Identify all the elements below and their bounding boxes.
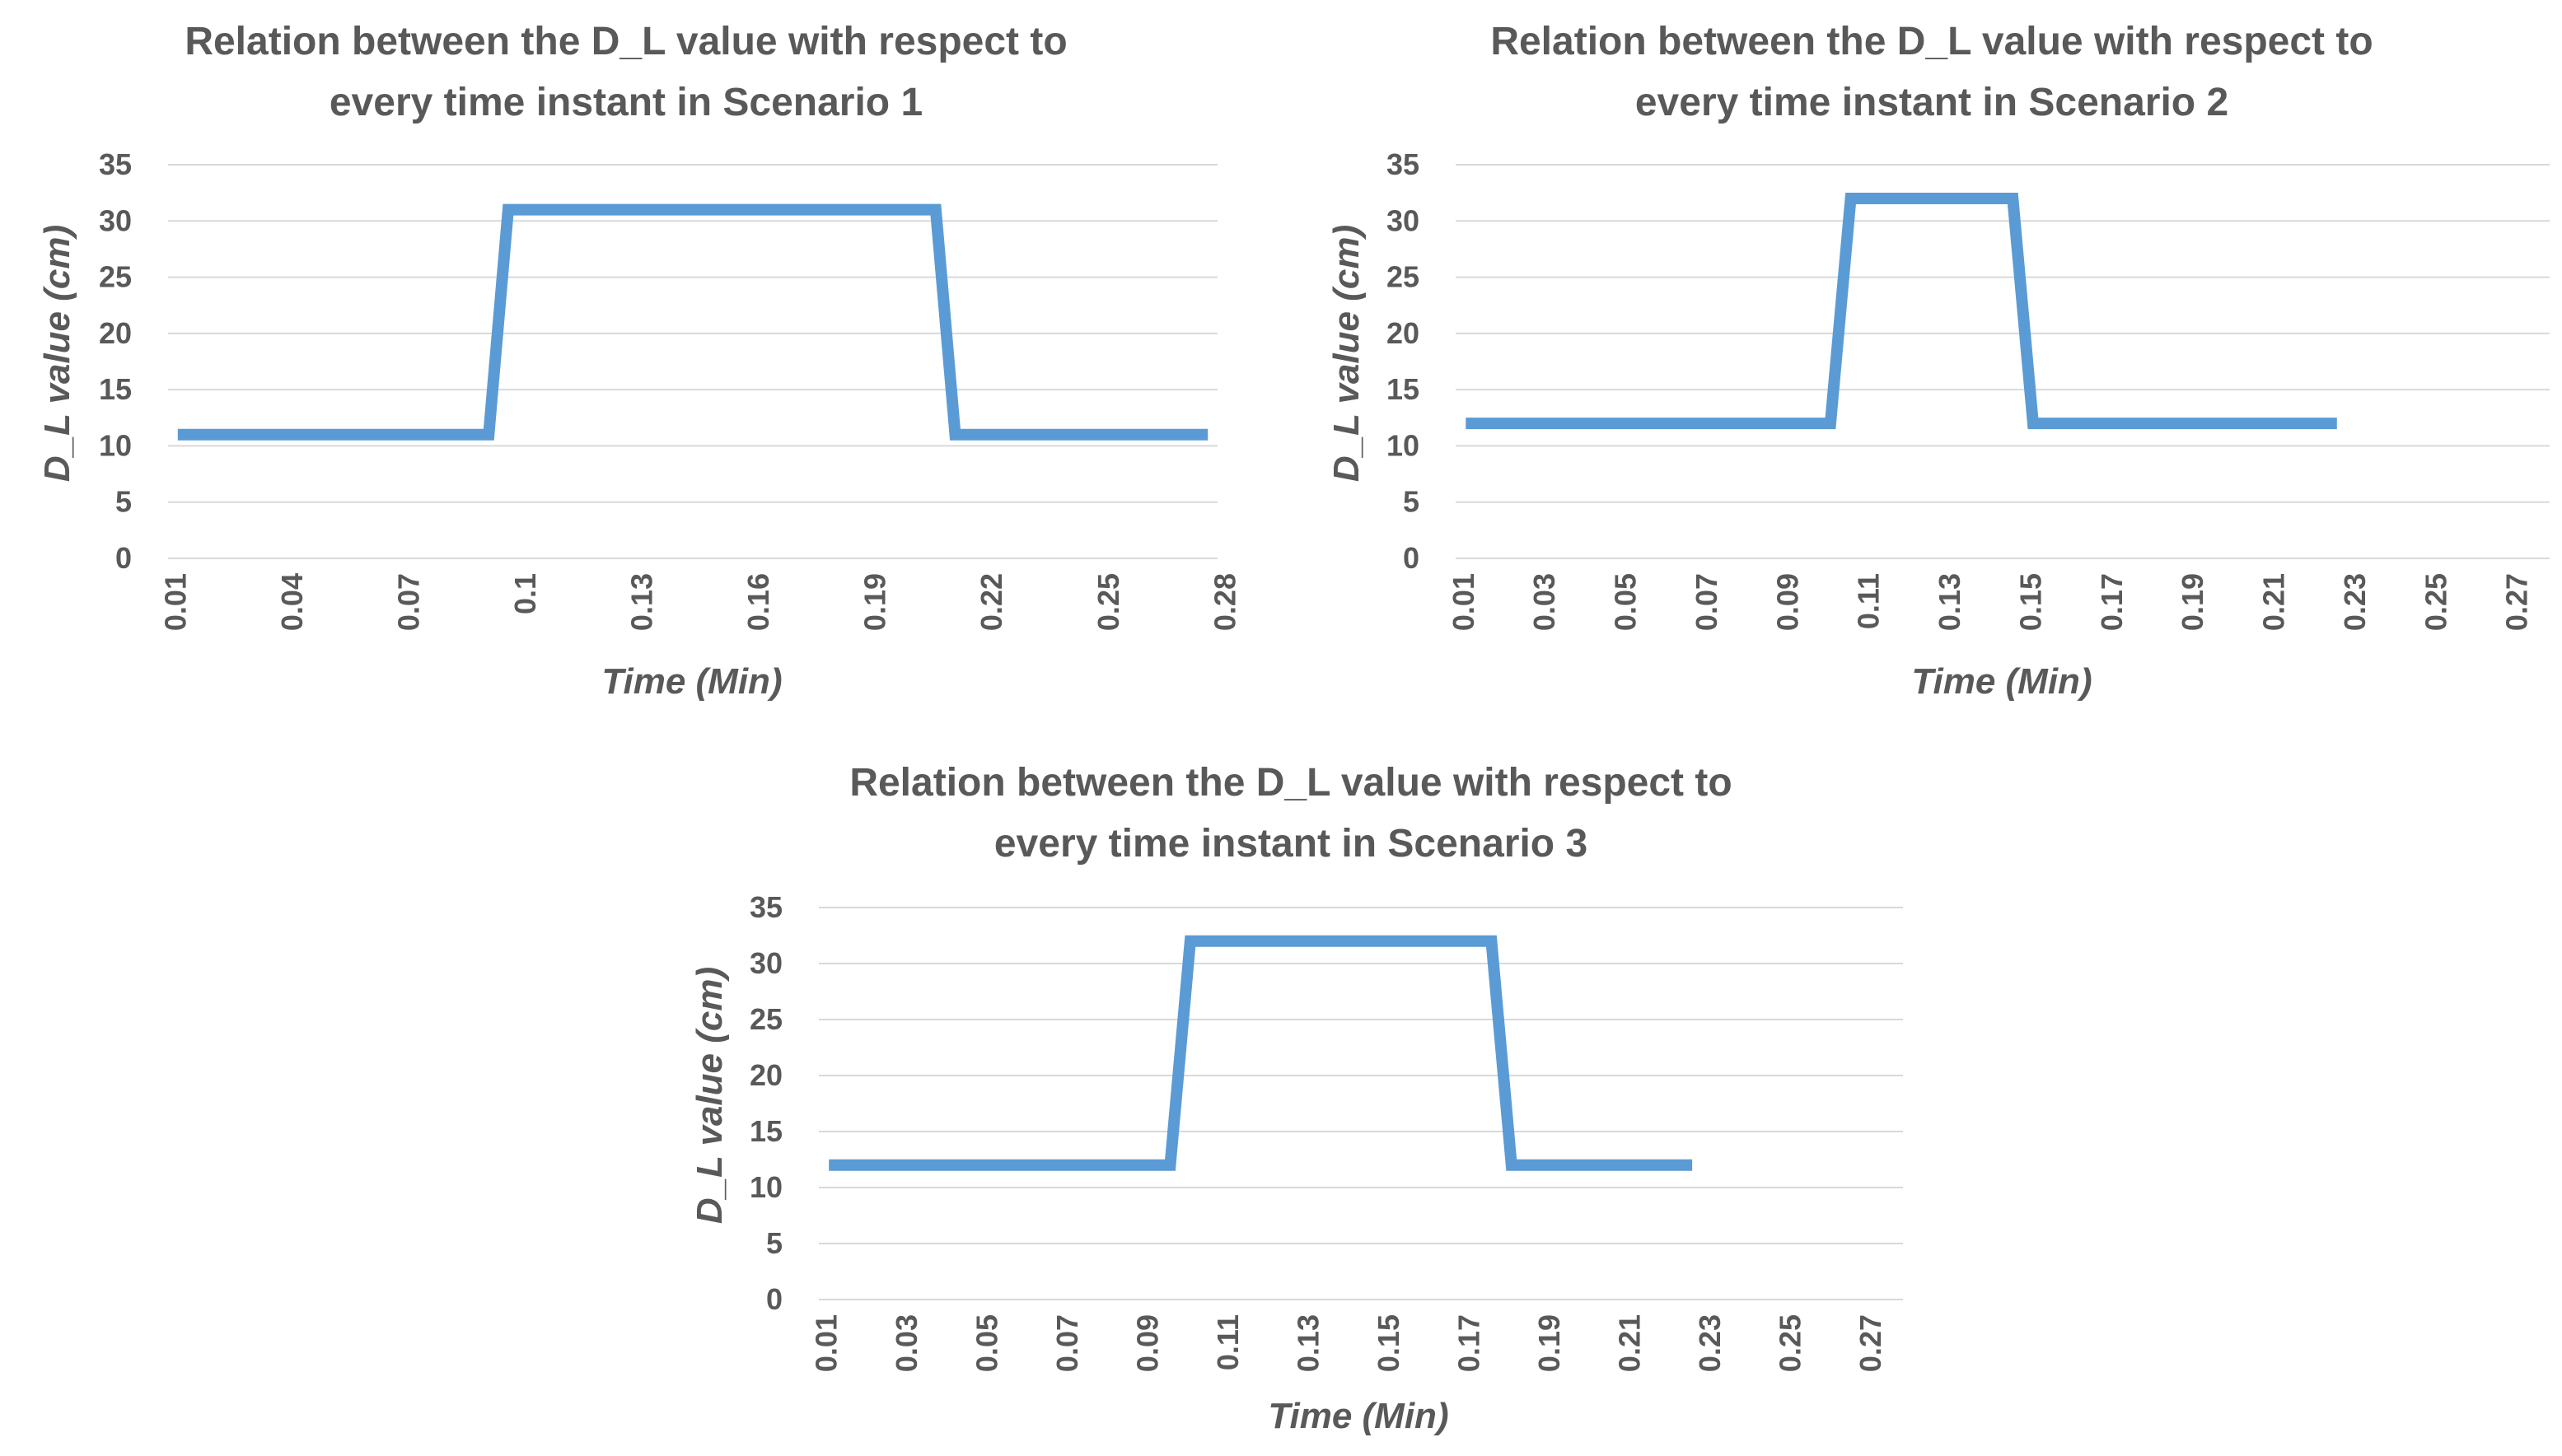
chart-3-ytick-30: 30 xyxy=(750,946,783,980)
chart-1-ytick-30: 30 xyxy=(99,203,132,237)
chart-3-xtick-0.19: 0.19 xyxy=(1532,1314,1566,1372)
chart-2-series-d-l xyxy=(1466,192,2337,430)
chart-1-xtick-0.13: 0.13 xyxy=(625,573,659,631)
chart-3-xtick-0.05: 0.05 xyxy=(970,1314,1004,1372)
chart-3-title-line-1: Relation between the D_L value with resp… xyxy=(849,761,1732,805)
chart-2-ytick-30: 30 xyxy=(1386,203,1419,237)
chart-scenario-1-svg: Relation between the D_L value with resp… xyxy=(37,20,1241,702)
chart-1-ytick-15: 15 xyxy=(99,372,132,406)
chart-2-title-line-1: Relation between the D_L value with resp… xyxy=(1490,20,2373,63)
chart-1-xtick-0.07: 0.07 xyxy=(391,573,425,631)
chart-1-xtick-0.16: 0.16 xyxy=(741,573,775,631)
chart-2-ytick-15: 15 xyxy=(1386,372,1419,406)
chart-2-xtick-0.09: 0.09 xyxy=(1770,573,1804,631)
chart-3-xtick-0.09: 0.09 xyxy=(1131,1314,1165,1372)
chart-3-ytick-35: 35 xyxy=(750,890,783,924)
chart-2-xtick-0.07: 0.07 xyxy=(1690,573,1723,631)
chart-1-xtick-0.22: 0.22 xyxy=(975,573,1008,631)
chart-1-ytick-0: 0 xyxy=(115,541,132,575)
chart-3-xtick-0.13: 0.13 xyxy=(1292,1314,1325,1372)
chart-3-xtick-0.03: 0.03 xyxy=(890,1314,923,1372)
chart-1-xtick-0.1: 0.1 xyxy=(508,573,542,614)
chart-1-ytick-35: 35 xyxy=(99,147,132,181)
chart-3-ytick-10: 10 xyxy=(750,1170,783,1204)
chart-scenario-2-svg: Relation between the D_L value with resp… xyxy=(1326,20,2550,702)
chart-1-ytick-20: 20 xyxy=(99,316,132,350)
chart-1-xtick-0.19: 0.19 xyxy=(858,573,892,631)
chart-3-title-line-2: every time instant in Scenario 3 xyxy=(994,822,1587,866)
chart-2-x-axis-title: Time (Min) xyxy=(1911,661,2092,702)
chart-2-xtick-0.19: 0.19 xyxy=(2176,573,2209,631)
chart-2-ytick-20: 20 xyxy=(1386,316,1419,350)
chart-1-xtick-0.04: 0.04 xyxy=(275,573,309,631)
chart-2-xtick-0.21: 0.21 xyxy=(2257,573,2291,631)
chart-1-x-axis-title: Time (Min) xyxy=(601,661,782,702)
chart-2-xtick-0.01: 0.01 xyxy=(1447,573,1480,631)
chart-2-xtick-0.27: 0.27 xyxy=(2500,573,2534,631)
chart-1-ytick-10: 10 xyxy=(99,428,132,462)
chart-2-xtick-0.05: 0.05 xyxy=(1609,573,1643,631)
chart-2-xtick-0.15: 0.15 xyxy=(2013,573,2047,631)
chart-2-ytick-5: 5 xyxy=(1403,485,1419,519)
chart-3-ytick-25: 25 xyxy=(750,1002,783,1036)
chart-scenario-3-svg: Relation between the D_L value with resp… xyxy=(690,761,1903,1436)
chart-2-ytick-25: 25 xyxy=(1386,260,1419,294)
chart-3-xtick-0.21: 0.21 xyxy=(1613,1314,1647,1372)
chart-2-xtick-0.23: 0.23 xyxy=(2338,573,2372,631)
chart-3-y-axis-title: D_L value (cm) xyxy=(690,967,730,1224)
chart-3-series-d-l xyxy=(829,935,1693,1171)
chart-2-xtick-0.25: 0.25 xyxy=(2419,573,2452,631)
chart-2-ytick-35: 35 xyxy=(1386,147,1419,181)
chart-2-xtick-0.11: 0.11 xyxy=(1852,573,1886,629)
chart-1-xtick-0.28: 0.28 xyxy=(1208,573,1241,631)
chart-3-xtick-0.11: 0.11 xyxy=(1211,1314,1245,1370)
chart-3-xtick-0.17: 0.17 xyxy=(1452,1314,1486,1372)
chart-3-ytick-15: 15 xyxy=(750,1114,783,1148)
chart-1-ytick-5: 5 xyxy=(115,485,132,519)
chart-scenario-2: Relation between the D_L value with resp… xyxy=(1281,0,2562,728)
chart-3-xtick-0.27: 0.27 xyxy=(1854,1314,1887,1372)
chart-3-ytick-5: 5 xyxy=(766,1226,783,1260)
chart-scenario-1: Relation between the D_L value with resp… xyxy=(0,0,1281,728)
chart-3-xtick-0.01: 0.01 xyxy=(810,1314,844,1372)
chart-2-ytick-0: 0 xyxy=(1403,541,1419,575)
chart-3-x-axis-title: Time (Min) xyxy=(1268,1396,1448,1436)
chart-3-ytick-0: 0 xyxy=(766,1282,783,1316)
chart-1-ytick-25: 25 xyxy=(99,260,132,294)
chart-1-title-line-2: every time instant in Scenario 1 xyxy=(330,81,923,124)
chart-1-xtick-0.01: 0.01 xyxy=(158,573,192,631)
chart-1-title-line-1: Relation between the D_L value with resp… xyxy=(185,20,1067,63)
chart-2-xtick-0.17: 0.17 xyxy=(2095,573,2129,631)
chart-3-xtick-0.25: 0.25 xyxy=(1773,1314,1807,1372)
chart-3-ytick-20: 20 xyxy=(750,1058,783,1092)
chart-3-xtick-0.07: 0.07 xyxy=(1050,1314,1084,1372)
chart-3-xtick-0.15: 0.15 xyxy=(1372,1314,1405,1372)
chart-scenario-3: Relation between the D_L value with resp… xyxy=(644,741,1925,1456)
chart-3-xtick-0.23: 0.23 xyxy=(1693,1314,1727,1372)
chart-1-xtick-0.25: 0.25 xyxy=(1092,573,1125,631)
chart-1-y-axis-title: D_L value (cm) xyxy=(37,225,77,482)
chart-1-series-d-l xyxy=(177,203,1209,441)
chart-2-y-axis-title: D_L value (cm) xyxy=(1326,225,1367,482)
chart-2-title-line-2: every time instant in Scenario 2 xyxy=(1635,81,2228,124)
chart-2-ytick-10: 10 xyxy=(1386,428,1419,462)
chart-2-xtick-0.03: 0.03 xyxy=(1527,573,1561,631)
chart-2-xtick-0.13: 0.13 xyxy=(1933,573,1966,631)
